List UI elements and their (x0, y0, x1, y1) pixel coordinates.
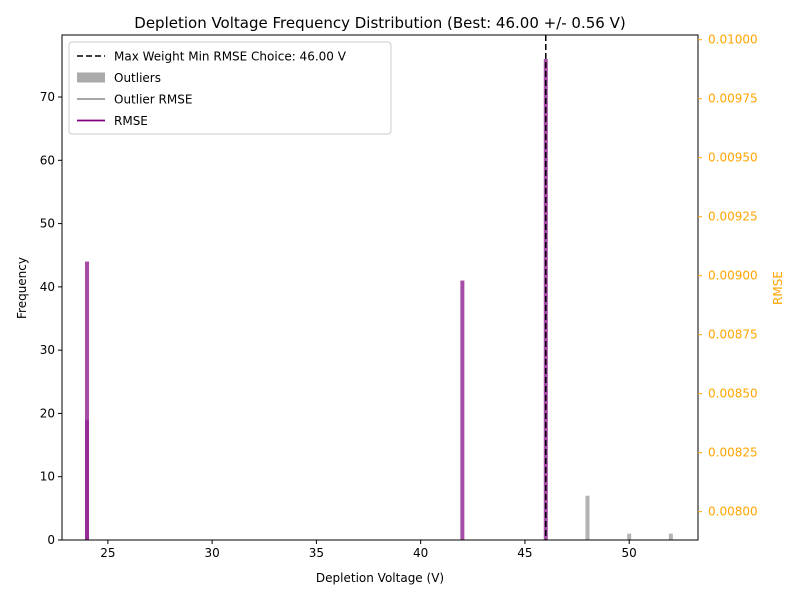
y-axis-label: Frequency (15, 257, 29, 319)
legend-label: Outliers (114, 71, 161, 85)
y2-tick-label: 0.00950 (708, 151, 758, 165)
chart-title: Depletion Voltage Frequency Distribution… (134, 14, 625, 32)
y2-tick-label: 0.00900 (708, 269, 758, 283)
bar-outliers-48 (585, 495, 590, 540)
x-tick-label: 25 (100, 546, 115, 560)
y-tick-label: 60 (40, 153, 55, 167)
y2-tick-label: 0.00875 (708, 328, 758, 342)
plot-marks (85, 35, 673, 541)
y-tick-label: 0 (47, 533, 55, 547)
legend-box (68, 41, 392, 135)
y2-tick-label: 0.00825 (708, 446, 758, 460)
bar-outliers-50 (627, 533, 632, 540)
bar-series-1-24 (85, 419, 90, 540)
y2-tick-label: 0.00975 (708, 92, 758, 106)
y-tick-label: 50 (40, 217, 55, 231)
x-tick-label: 50 (622, 546, 637, 560)
x-tick-label: 45 (517, 546, 532, 560)
x-tick-label: 35 (309, 546, 324, 560)
x-axis-ticks: 25 30 35 40 45 50 (100, 540, 637, 560)
bar-outliers-52 (668, 533, 673, 540)
y2-tick-label: 0.00850 (708, 387, 758, 401)
y-tick-label: 40 (40, 280, 55, 294)
y-tick-label: 10 (40, 470, 55, 484)
legend-label: Max Weight Min RMSE Choice: 46.00 V (114, 50, 347, 64)
x-axis-label-text: Depletion Voltage (V) (316, 571, 444, 585)
y2-axis-label: RMSE (771, 271, 785, 305)
legend: Max Weight Min RMSE Choice: 46.00 V Outli… (68, 41, 392, 135)
bar-rmse-42 (460, 280, 465, 540)
bar-rmse-24 (85, 261, 90, 540)
x-tick-label: 30 (204, 546, 219, 560)
y2-tick-label: 0.00800 (708, 505, 758, 519)
y2-axis-ticks: 0.00800 0.00825 0.00850 0.00875 0.00900 0.009… (698, 33, 758, 519)
x-axis-label: Depletion Voltage (V) (316, 571, 444, 585)
legend-marker-patch (77, 72, 105, 83)
y2-tick-label: 0.00925 (708, 210, 758, 224)
x-tick-label: 40 (413, 546, 428, 560)
y-axis-ticks: 0 10 20 30 40 50 60 70 (40, 90, 62, 547)
plot-frame (61, 34, 699, 541)
y-tick-label: 70 (40, 90, 55, 104)
y2-tick-label: 0.01000 (708, 33, 758, 47)
legend-label: Outlier RMSE (114, 93, 192, 107)
legend-label: RMSE (114, 114, 148, 128)
y-tick-label: 30 (40, 343, 55, 357)
y-tick-label: 20 (40, 406, 55, 420)
